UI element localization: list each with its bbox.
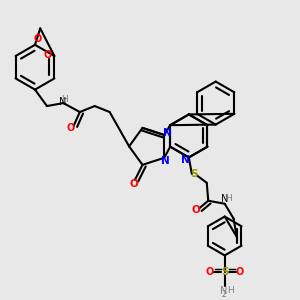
Text: O: O bbox=[191, 205, 200, 215]
Text: N: N bbox=[161, 156, 170, 166]
Text: O: O bbox=[206, 267, 214, 277]
Text: O: O bbox=[130, 179, 139, 189]
Text: H: H bbox=[225, 194, 232, 203]
Text: H: H bbox=[227, 286, 233, 295]
Text: 2: 2 bbox=[222, 290, 226, 299]
Text: S: S bbox=[190, 169, 198, 179]
Text: O: O bbox=[66, 123, 74, 133]
Text: N: N bbox=[220, 286, 228, 296]
Text: H: H bbox=[61, 95, 68, 104]
Text: O: O bbox=[236, 267, 244, 277]
Text: O: O bbox=[33, 34, 41, 44]
Text: N: N bbox=[221, 194, 228, 204]
Text: O: O bbox=[44, 50, 52, 59]
Text: S: S bbox=[221, 267, 228, 277]
Text: N: N bbox=[59, 97, 67, 107]
Text: N: N bbox=[164, 128, 172, 139]
Text: N: N bbox=[182, 155, 190, 165]
